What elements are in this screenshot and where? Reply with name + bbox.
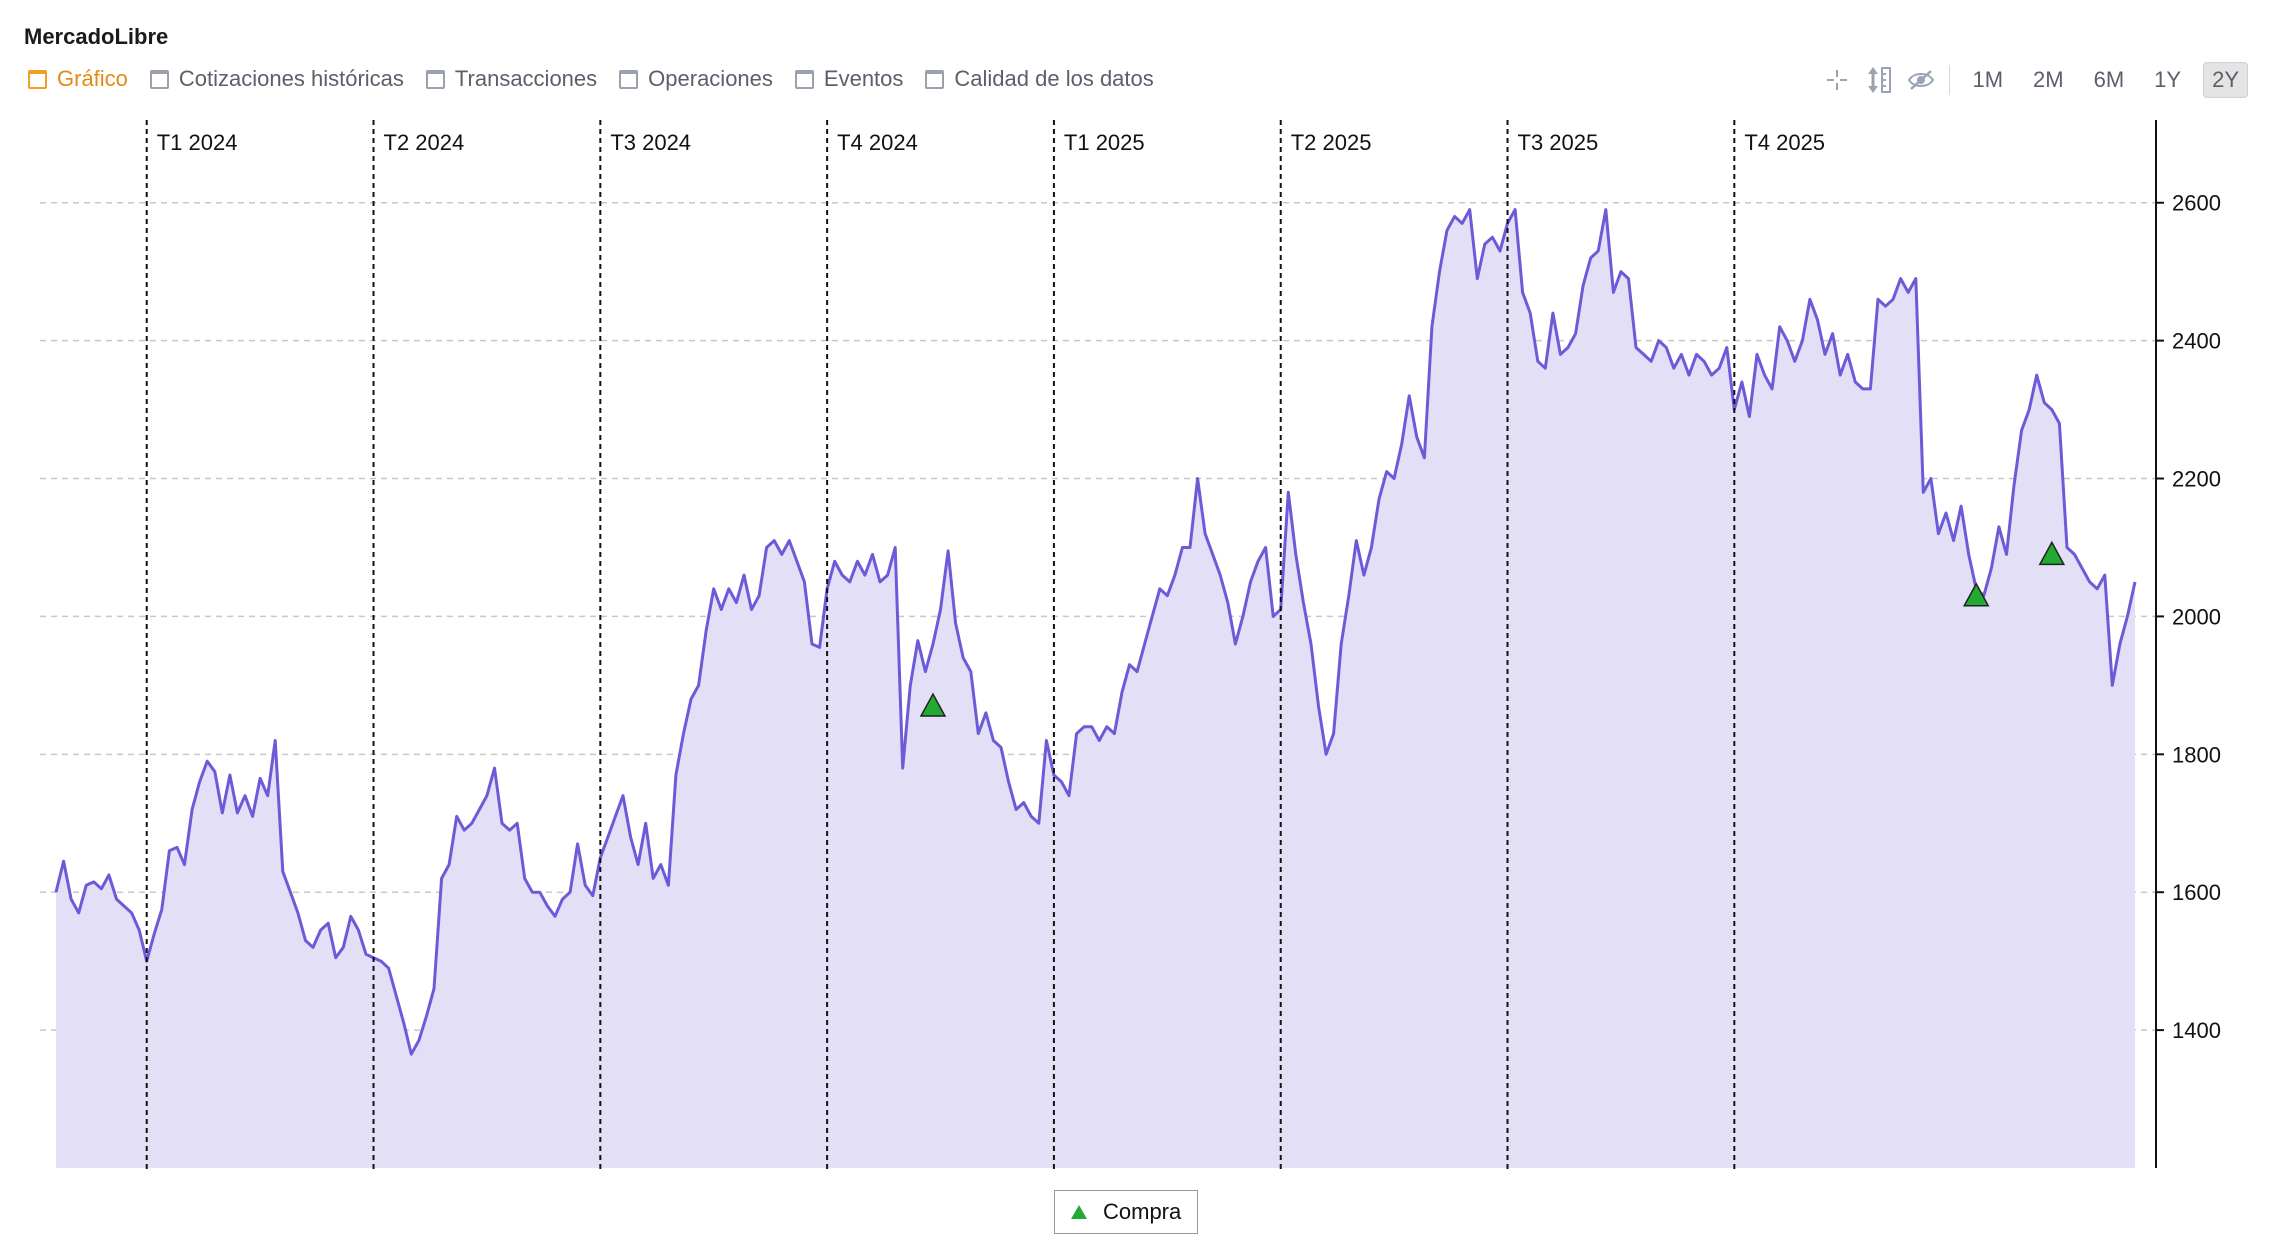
quarter-label: T3 2024 xyxy=(610,130,691,155)
tab-label: Calidad de los datos xyxy=(954,66,1154,91)
tab-label: Cotizaciones históricas xyxy=(178,66,404,91)
tab-cotizaciones-historicas[interactable]: Cotizaciones históricas xyxy=(149,66,404,92)
tab-label: Eventos xyxy=(823,66,904,91)
tab-transacciones[interactable]: Transacciones xyxy=(425,66,598,92)
legend-label: Compra xyxy=(1103,1199,1182,1224)
vertical-scale-icon[interactable] xyxy=(1865,66,1893,94)
tab-grafico[interactable]: Gráfico xyxy=(28,66,128,92)
page-title: MercadoLibre xyxy=(24,24,169,49)
tab-calidad-de-los-datos[interactable]: Calidad de los datos xyxy=(925,66,1154,92)
quarter-label: T3 2025 xyxy=(1518,130,1599,155)
chart-legend[interactable]: Compra xyxy=(1054,1190,1199,1234)
y-tick-label: 2200 xyxy=(2172,467,2221,492)
price-line xyxy=(54,208,2137,1056)
window-icon xyxy=(925,69,945,89)
tab-eventos[interactable]: Eventos xyxy=(794,66,904,92)
quarter-label: T2 2024 xyxy=(384,130,465,155)
price-area xyxy=(56,209,2135,1169)
buy-marker xyxy=(1962,582,1990,607)
range-1y-button[interactable]: 1Y xyxy=(2154,67,2182,92)
buy-marker-icon xyxy=(1071,1205,1087,1219)
quarter-label: T1 2025 xyxy=(1064,130,1145,155)
range-2y-button[interactable]: 2Y xyxy=(2203,62,2248,98)
range-6m-button[interactable]: 6M xyxy=(2093,67,2125,92)
quarter-label: T4 2024 xyxy=(837,130,918,155)
y-tick-label: 2000 xyxy=(2172,604,2221,629)
chart-toolbar: 1M 2M 6M 1Y 2Y xyxy=(1823,62,2248,98)
view-tabs: Gráfico Cotizaciones históricas Transacc… xyxy=(28,66,1154,92)
quarter-label: T4 2025 xyxy=(1744,130,1825,155)
tab-operaciones[interactable]: Operaciones xyxy=(619,66,773,92)
quarter-label: T2 2025 xyxy=(1291,130,1372,155)
buy-marker xyxy=(2038,540,2066,566)
crosshair-icon[interactable] xyxy=(1823,66,1851,94)
range-2m-button[interactable]: 2M xyxy=(2033,67,2064,92)
window-icon xyxy=(28,69,47,89)
tab-label: Gráfico xyxy=(57,66,128,91)
y-tick-label: 1600 xyxy=(2172,880,2221,905)
window-icon xyxy=(149,69,169,89)
hide-eye-icon[interactable] xyxy=(1907,66,1935,94)
buy-marker xyxy=(919,692,947,717)
tab-label: Operaciones xyxy=(648,66,773,91)
y-tick-label: 1800 xyxy=(2172,742,2221,767)
tab-label: Transacciones xyxy=(454,66,598,91)
range-1m-button[interactable]: 1M xyxy=(1972,67,2004,92)
window-icon xyxy=(619,69,639,89)
y-tick-label: 1400 xyxy=(2172,1018,2221,1043)
toolbar-divider xyxy=(1949,65,1951,95)
window-icon xyxy=(425,69,445,89)
y-tick-label: 2400 xyxy=(2172,329,2221,354)
window-icon xyxy=(794,69,814,89)
y-tick-label: 2600 xyxy=(2172,191,2221,216)
quarter-label: T1 2024 xyxy=(157,130,238,155)
